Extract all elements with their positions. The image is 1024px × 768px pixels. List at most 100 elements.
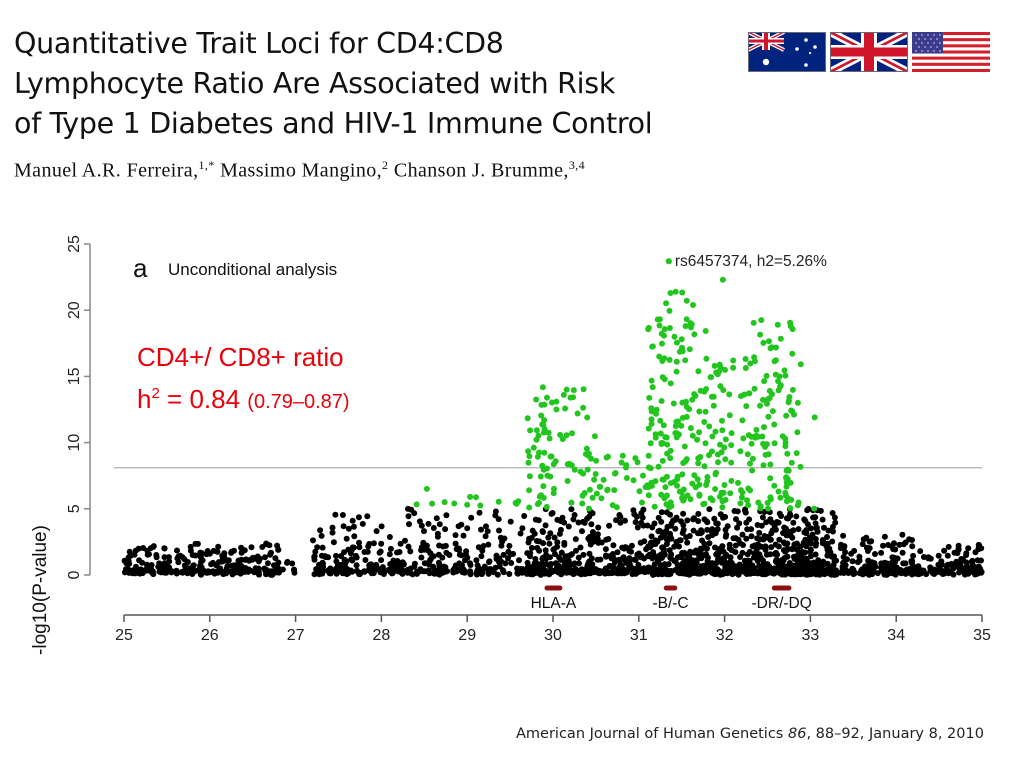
snp-point [712,544,718,551]
snp-point [644,522,651,529]
snp-point [269,571,276,578]
snp-point [571,512,578,518]
snp-point [935,552,942,559]
snp-point-significant [678,489,685,496]
snp-point [317,527,324,534]
snp-point [803,543,810,550]
snp-point [263,540,270,547]
snp-point-significant [612,470,618,477]
snp-point [623,544,630,551]
snp-point [684,566,691,573]
snp-point [365,543,372,550]
snp-point [748,533,755,540]
snp-point [577,544,584,551]
snp-point [944,567,951,574]
snp-point-significant [728,442,735,449]
snp-point-significant [605,453,611,460]
snp-point [849,558,856,565]
snp-point-significant [717,383,724,390]
snp-point-significant [666,325,673,331]
snp-point [467,560,473,567]
snp-point [631,511,638,518]
snp-point [634,524,641,531]
snp-point [198,550,205,557]
snp-point [478,526,484,533]
snp-point-significant [779,433,786,440]
usa-flag-icon [912,32,990,72]
snp-point [561,519,568,526]
snp-point [699,545,706,552]
snp-point [804,521,811,528]
snp-point [762,571,769,578]
snp-point [498,542,505,549]
snp-point-significant [600,476,607,483]
snp-point-significant [662,484,669,491]
snp-point [872,551,878,557]
snp-point [586,513,593,520]
snp-point [703,518,710,525]
snp-point-significant [763,372,770,379]
snp-point [885,569,892,575]
snp-point [812,542,819,549]
snp-point [724,523,731,530]
snp-point [618,570,625,577]
snp-point-significant [694,436,701,443]
snp-point-significant [526,504,533,511]
snp-point-significant [648,420,655,427]
x-tick-label: 30 [544,627,562,644]
snp-point [483,523,489,530]
snp-point [734,568,741,574]
snp-point-significant [730,364,737,371]
snp-point [795,558,801,565]
snp-point-significant [640,472,646,479]
snp-point-significant [768,344,775,351]
snp-point [476,509,483,516]
snp-point [215,543,222,550]
snp-point [803,527,810,534]
snp-point [812,536,819,542]
snp-point [859,541,866,548]
snp-point [655,514,662,521]
snp-point [651,561,658,568]
snp-point [652,567,659,574]
snp-point [831,553,837,560]
snp-point [434,530,441,537]
snp-point [780,563,787,570]
snp-point [878,549,885,556]
snp-point-significant [783,498,790,505]
snp-point-significant [775,378,782,385]
snp-point [446,552,453,558]
snp-point-significant [546,435,553,442]
snp-point-significant [701,463,708,470]
snp-point [476,565,483,572]
journal-name: American Journal of Human Genetics [516,726,784,742]
snp-point-significant [541,417,548,424]
snp-point-significant [673,339,680,346]
snp-point-significant [593,490,600,497]
y-axis-label: -log10(P-value) [30,525,51,655]
snp-point [856,557,863,564]
snp-point [851,547,858,554]
snp-point-significant [697,387,704,394]
snp-point [458,521,465,528]
snp-point-significant [742,356,749,362]
snp-point-significant [701,419,708,425]
snp-point [396,549,403,555]
snp-point [405,513,412,520]
snp-point [956,569,963,576]
snp-point-significant [591,433,598,440]
snp-point-significant [783,467,790,474]
snp-point-significant [562,405,569,412]
snp-point [156,560,163,567]
snp-point-significant [711,362,718,369]
snp-point-significant [737,448,744,455]
snp-point [771,522,778,529]
snp-point-significant [696,481,703,488]
snp-point [701,540,708,547]
snp-point-significant [744,451,751,458]
snp-point-significant [495,498,502,505]
snp-point [230,570,237,577]
snp-point [739,531,746,538]
snp-point [813,568,820,575]
snp-point-significant [580,404,587,411]
